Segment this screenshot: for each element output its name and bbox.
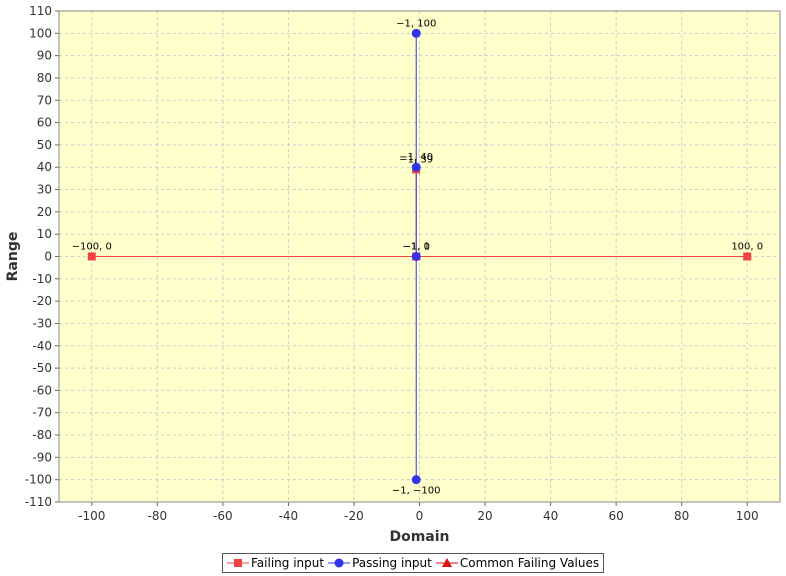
y-tick-label: 0	[44, 250, 52, 264]
x-tick-label: 80	[674, 509, 689, 523]
circle-marker-icon	[328, 558, 351, 568]
triangle-marker-icon	[435, 558, 458, 567]
plot-border	[58, 10, 781, 503]
legend-item-passing-input: Passing input	[328, 556, 432, 570]
x-tick-label: -40	[279, 509, 299, 523]
y-tick-label: -90	[32, 450, 52, 464]
y-tick-label: -100	[25, 473, 52, 487]
y-tick-label: 30	[37, 183, 52, 197]
legend: Failing input Passing input Common Faili…	[222, 553, 605, 573]
y-tick-label: 60	[37, 116, 52, 130]
y-tick-label: 90	[37, 49, 52, 63]
series	[87, 28, 752, 485]
data-label: −1, −100	[392, 486, 441, 497]
y-tick-label: -20	[32, 294, 52, 308]
y-tick-label: 100	[29, 26, 52, 40]
x-tick-label: 60	[608, 509, 623, 523]
y-tick-label: 80	[37, 71, 52, 85]
legend-item-failing-input: Failing input	[227, 556, 324, 570]
data-point	[411, 252, 421, 261]
data-point	[411, 162, 421, 172]
data-label: −1, 100	[396, 18, 436, 29]
legend-label: Failing input	[251, 556, 325, 570]
y-tick-label: 50	[37, 138, 52, 152]
y-tick-label: -10	[32, 272, 52, 286]
data-label: −100, 0	[72, 242, 112, 253]
x-tick-label: -80	[148, 509, 168, 523]
x-tick-label: 100	[736, 509, 759, 523]
x-axis-title: Domain	[389, 529, 449, 545]
x-tick-label: -60	[213, 509, 233, 523]
x-tick-label: 20	[477, 509, 492, 523]
y-tick-label: 20	[37, 205, 52, 219]
data-point	[87, 252, 96, 261]
y-tick-label: -110	[25, 495, 52, 509]
data-label: −1, 0	[402, 242, 429, 253]
y-tick-label: 40	[37, 160, 52, 174]
legend-item-common-failing-values: Common Failing Values	[435, 556, 600, 570]
chart: -100 -80 -60 -40 -20 0 20 40 60 80 100110100908070…	[5, 4, 781, 545]
data-point	[743, 252, 752, 261]
y-tick-label: -80	[32, 428, 52, 442]
y-tick-label: 70	[37, 93, 52, 107]
y-axis-title: Range	[5, 232, 21, 282]
legend-label: Passing input	[352, 556, 432, 570]
tick-labels: -100 -80 -60 -40 -20 0 20 40 60 80 100110100908070…	[25, 4, 759, 523]
point-labels: −100, 0 −1, 0 100, 0 −1, 39 −1, −100 −1, 1 −1,…	[72, 18, 763, 496]
data-label: −1, 1	[402, 242, 429, 253]
y-tick-label: -70	[32, 406, 52, 420]
y-tick-label: 110	[29, 4, 52, 18]
axes	[55, 10, 781, 506]
square-marker-icon	[227, 559, 249, 567]
x-tick-label: 0	[416, 509, 424, 523]
y-tick-label: -60	[32, 383, 52, 397]
data-point	[411, 475, 421, 485]
y-tick-label: 10	[37, 227, 52, 241]
y-tick-label: -50	[32, 361, 52, 375]
y-tick-label: -40	[32, 339, 52, 353]
x-tick-label: -100	[78, 509, 105, 523]
x-tick-label: -20	[344, 509, 364, 523]
legend-label: Common Failing Values	[459, 556, 600, 570]
x-tick-label: 40	[543, 509, 558, 523]
y-tick-label: -30	[32, 316, 52, 330]
data-label: 100, 0	[731, 242, 763, 253]
data-label: −1, 40	[399, 152, 433, 163]
data-point	[411, 28, 421, 38]
data-label: −1, 39	[399, 154, 433, 165]
